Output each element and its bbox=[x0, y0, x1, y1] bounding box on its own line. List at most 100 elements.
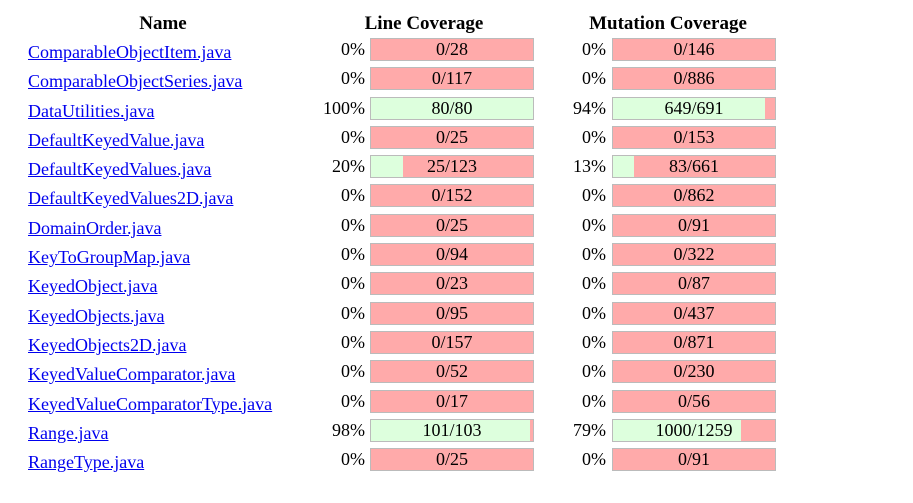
line-coverage-bar: 0/152 bbox=[370, 184, 534, 208]
mutation-coverage-percent: 0% bbox=[582, 449, 606, 470]
mutation-coverage-percent: 0% bbox=[582, 185, 606, 206]
mutation-coverage-percent: 0% bbox=[582, 39, 606, 59]
file-link[interactable]: ComparableObjectItem.java bbox=[28, 42, 232, 62]
line-coverage-count: 0/23 bbox=[435, 273, 468, 294]
mutation-coverage-bar: 83/661 bbox=[612, 155, 776, 179]
file-link[interactable]: DomainOrder.java bbox=[28, 217, 162, 238]
mutation-coverage-bar-fill bbox=[613, 419, 741, 441]
file-link[interactable]: KeyedValueComparatorType.java bbox=[28, 393, 273, 414]
line-coverage-percent: 98% bbox=[332, 419, 365, 440]
table-row: KeyedValueComparatorType.java 0% 0/17 0%… bbox=[0, 389, 913, 418]
line-coverage-percent: 100% bbox=[323, 97, 365, 118]
mutation-coverage-bar: 1000/1259 bbox=[612, 418, 776, 442]
line-coverage-bar: 0/17 bbox=[370, 389, 534, 413]
mutation-coverage-bar-fill bbox=[613, 97, 766, 119]
file-link[interactable]: DefaultKeyedValues.java bbox=[28, 159, 212, 180]
table-row: DefaultKeyedValue.java 0% 0/25 0% 0/153 bbox=[0, 125, 913, 154]
mutation-coverage-percent: 13% bbox=[573, 156, 606, 177]
mutation-coverage-percent: 0% bbox=[582, 390, 606, 411]
line-coverage-percent: 0% bbox=[341, 302, 365, 323]
line-coverage-bar: 80/80 bbox=[370, 96, 534, 120]
line-coverage-bar-fill bbox=[371, 419, 530, 441]
name-column-header: Name bbox=[139, 13, 187, 34]
table-row: Range.java 98% 101/103 79% 1000/1259 bbox=[0, 418, 913, 447]
line-coverage-percent: 0% bbox=[341, 273, 365, 294]
mutation-coverage-count: 1000/1259 bbox=[655, 419, 733, 440]
line-coverage-bar: 0/52 bbox=[370, 360, 534, 384]
line-coverage-percent: 0% bbox=[341, 126, 365, 147]
file-link[interactable]: KeyToGroupMap.java bbox=[28, 247, 191, 268]
mutation-coverage-bar: 0/87 bbox=[612, 272, 776, 296]
line-coverage-bar: 0/95 bbox=[370, 301, 534, 325]
file-link[interactable]: KeyedValueComparator.java bbox=[28, 364, 236, 385]
line-coverage-count: 0/52 bbox=[435, 361, 468, 382]
mutation-coverage-percent: 0% bbox=[582, 302, 606, 323]
line-coverage-percent: 0% bbox=[341, 244, 365, 265]
line-coverage-count: 80/80 bbox=[431, 97, 473, 118]
table-row: KeyedValueComparator.java 0% 0/52 0% 0/2… bbox=[0, 359, 913, 388]
line-coverage-count: 0/95 bbox=[435, 302, 468, 323]
line-coverage-count: 0/94 bbox=[435, 244, 468, 265]
mutation-coverage-bar: 0/862 bbox=[612, 184, 776, 208]
line-coverage-bar: 0/25 bbox=[370, 213, 534, 237]
mutation-coverage-bar: 0/230 bbox=[612, 360, 776, 384]
line-coverage-percent: 0% bbox=[341, 449, 365, 470]
table-row: KeyToGroupMap.java 0% 0/94 0% 0/322 bbox=[0, 242, 913, 271]
line-coverage-bar: 101/103 bbox=[370, 418, 534, 442]
file-link[interactable]: KeyedObjects2D.java bbox=[28, 334, 187, 355]
line-coverage-count: 0/152 bbox=[431, 185, 473, 206]
file-link[interactable]: DefaultKeyedValues2D.java bbox=[28, 188, 234, 209]
line-coverage-percent: 0% bbox=[341, 39, 365, 59]
mutation-coverage-percent: 94% bbox=[573, 97, 606, 118]
line-coverage-count: 0/17 bbox=[435, 390, 468, 411]
mutation-coverage-column-header: Mutation Coverage bbox=[589, 13, 747, 34]
mutation-coverage-percent: 0% bbox=[582, 331, 606, 352]
line-coverage-count: 0/25 bbox=[435, 449, 468, 470]
mutation-coverage-count: 0/87 bbox=[677, 273, 710, 294]
line-coverage-bar: 0/117 bbox=[370, 67, 534, 91]
mutation-coverage-count: 0/153 bbox=[673, 126, 715, 147]
table-row: ComparableObjectSeries.java 0% 0/117 0% … bbox=[0, 66, 913, 95]
table-row: DefaultKeyedValues.java 20% 25/123 13% 8… bbox=[0, 154, 913, 183]
mutation-coverage-bar: 0/91 bbox=[612, 213, 776, 237]
file-link[interactable]: Range.java bbox=[28, 422, 109, 443]
file-link[interactable]: KeyedObject.java bbox=[28, 276, 158, 297]
line-coverage-count: 0/157 bbox=[431, 331, 473, 352]
line-coverage-bar-fill bbox=[371, 156, 404, 178]
mutation-coverage-count: 0/437 bbox=[673, 302, 715, 323]
table-row: DomainOrder.java 0% 0/25 0% 0/91 bbox=[0, 213, 913, 242]
table-row: DefaultKeyedValues2D.java 0% 0/152 0% 0/… bbox=[0, 183, 913, 212]
table-row: KeyedObject.java 0% 0/23 0% 0/87 bbox=[0, 271, 913, 300]
mutation-coverage-bar: 0/322 bbox=[612, 243, 776, 267]
line-coverage-count: 0/28 bbox=[435, 39, 468, 59]
line-coverage-bar: 0/25 bbox=[370, 448, 534, 472]
mutation-coverage-percent: 0% bbox=[582, 361, 606, 382]
mutation-coverage-bar: 0/91 bbox=[612, 448, 776, 472]
file-link[interactable]: KeyedObjects.java bbox=[28, 305, 165, 326]
mutation-coverage-count: 0/862 bbox=[673, 185, 715, 206]
line-coverage-count: 0/25 bbox=[435, 126, 468, 147]
mutation-coverage-percent: 0% bbox=[582, 244, 606, 265]
line-coverage-percent: 0% bbox=[341, 214, 365, 235]
line-coverage-bar-fill bbox=[371, 97, 533, 119]
line-coverage-percent: 0% bbox=[341, 68, 365, 89]
table-row: RangeType.java 0% 0/25 0% 0/91 bbox=[0, 447, 913, 476]
file-link[interactable]: DataUtilities.java bbox=[28, 100, 155, 121]
table-row: DataUtilities.java 100% 80/80 94% 649/69… bbox=[0, 96, 913, 125]
mutation-coverage-bar: 0/871 bbox=[612, 330, 776, 354]
line-coverage-percent: 0% bbox=[341, 390, 365, 411]
line-coverage-percent: 0% bbox=[341, 185, 365, 206]
file-link[interactable]: DefaultKeyedValue.java bbox=[28, 129, 205, 150]
mutation-coverage-percent: 0% bbox=[582, 68, 606, 89]
mutation-coverage-percent: 79% bbox=[573, 419, 606, 440]
mutation-coverage-count: 0/91 bbox=[677, 449, 710, 470]
file-link[interactable]: ComparableObjectSeries.java bbox=[28, 71, 243, 92]
mutation-coverage-bar: 0/56 bbox=[612, 389, 776, 413]
file-link[interactable]: RangeType.java bbox=[28, 452, 145, 473]
mutation-coverage-count: 0/886 bbox=[673, 68, 715, 89]
mutation-coverage-percent: 0% bbox=[582, 214, 606, 235]
mutation-coverage-count: 0/230 bbox=[673, 361, 715, 382]
line-coverage-count: 25/123 bbox=[426, 156, 477, 177]
line-coverage-bar: 25/123 bbox=[370, 155, 534, 179]
